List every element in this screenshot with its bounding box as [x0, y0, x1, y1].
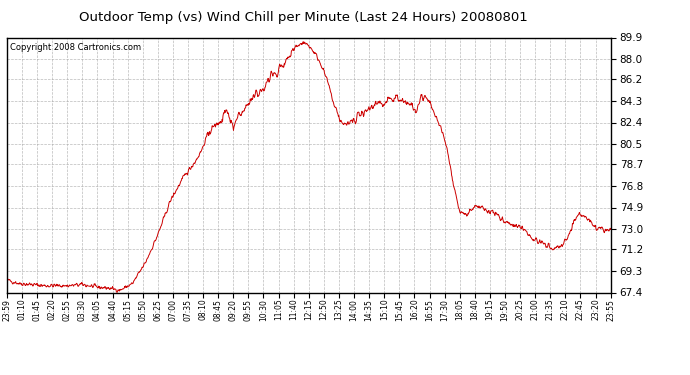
Text: Outdoor Temp (vs) Wind Chill per Minute (Last 24 Hours) 20080801: Outdoor Temp (vs) Wind Chill per Minute …: [79, 11, 528, 24]
Text: Copyright 2008 Cartronics.com: Copyright 2008 Cartronics.com: [10, 43, 141, 52]
